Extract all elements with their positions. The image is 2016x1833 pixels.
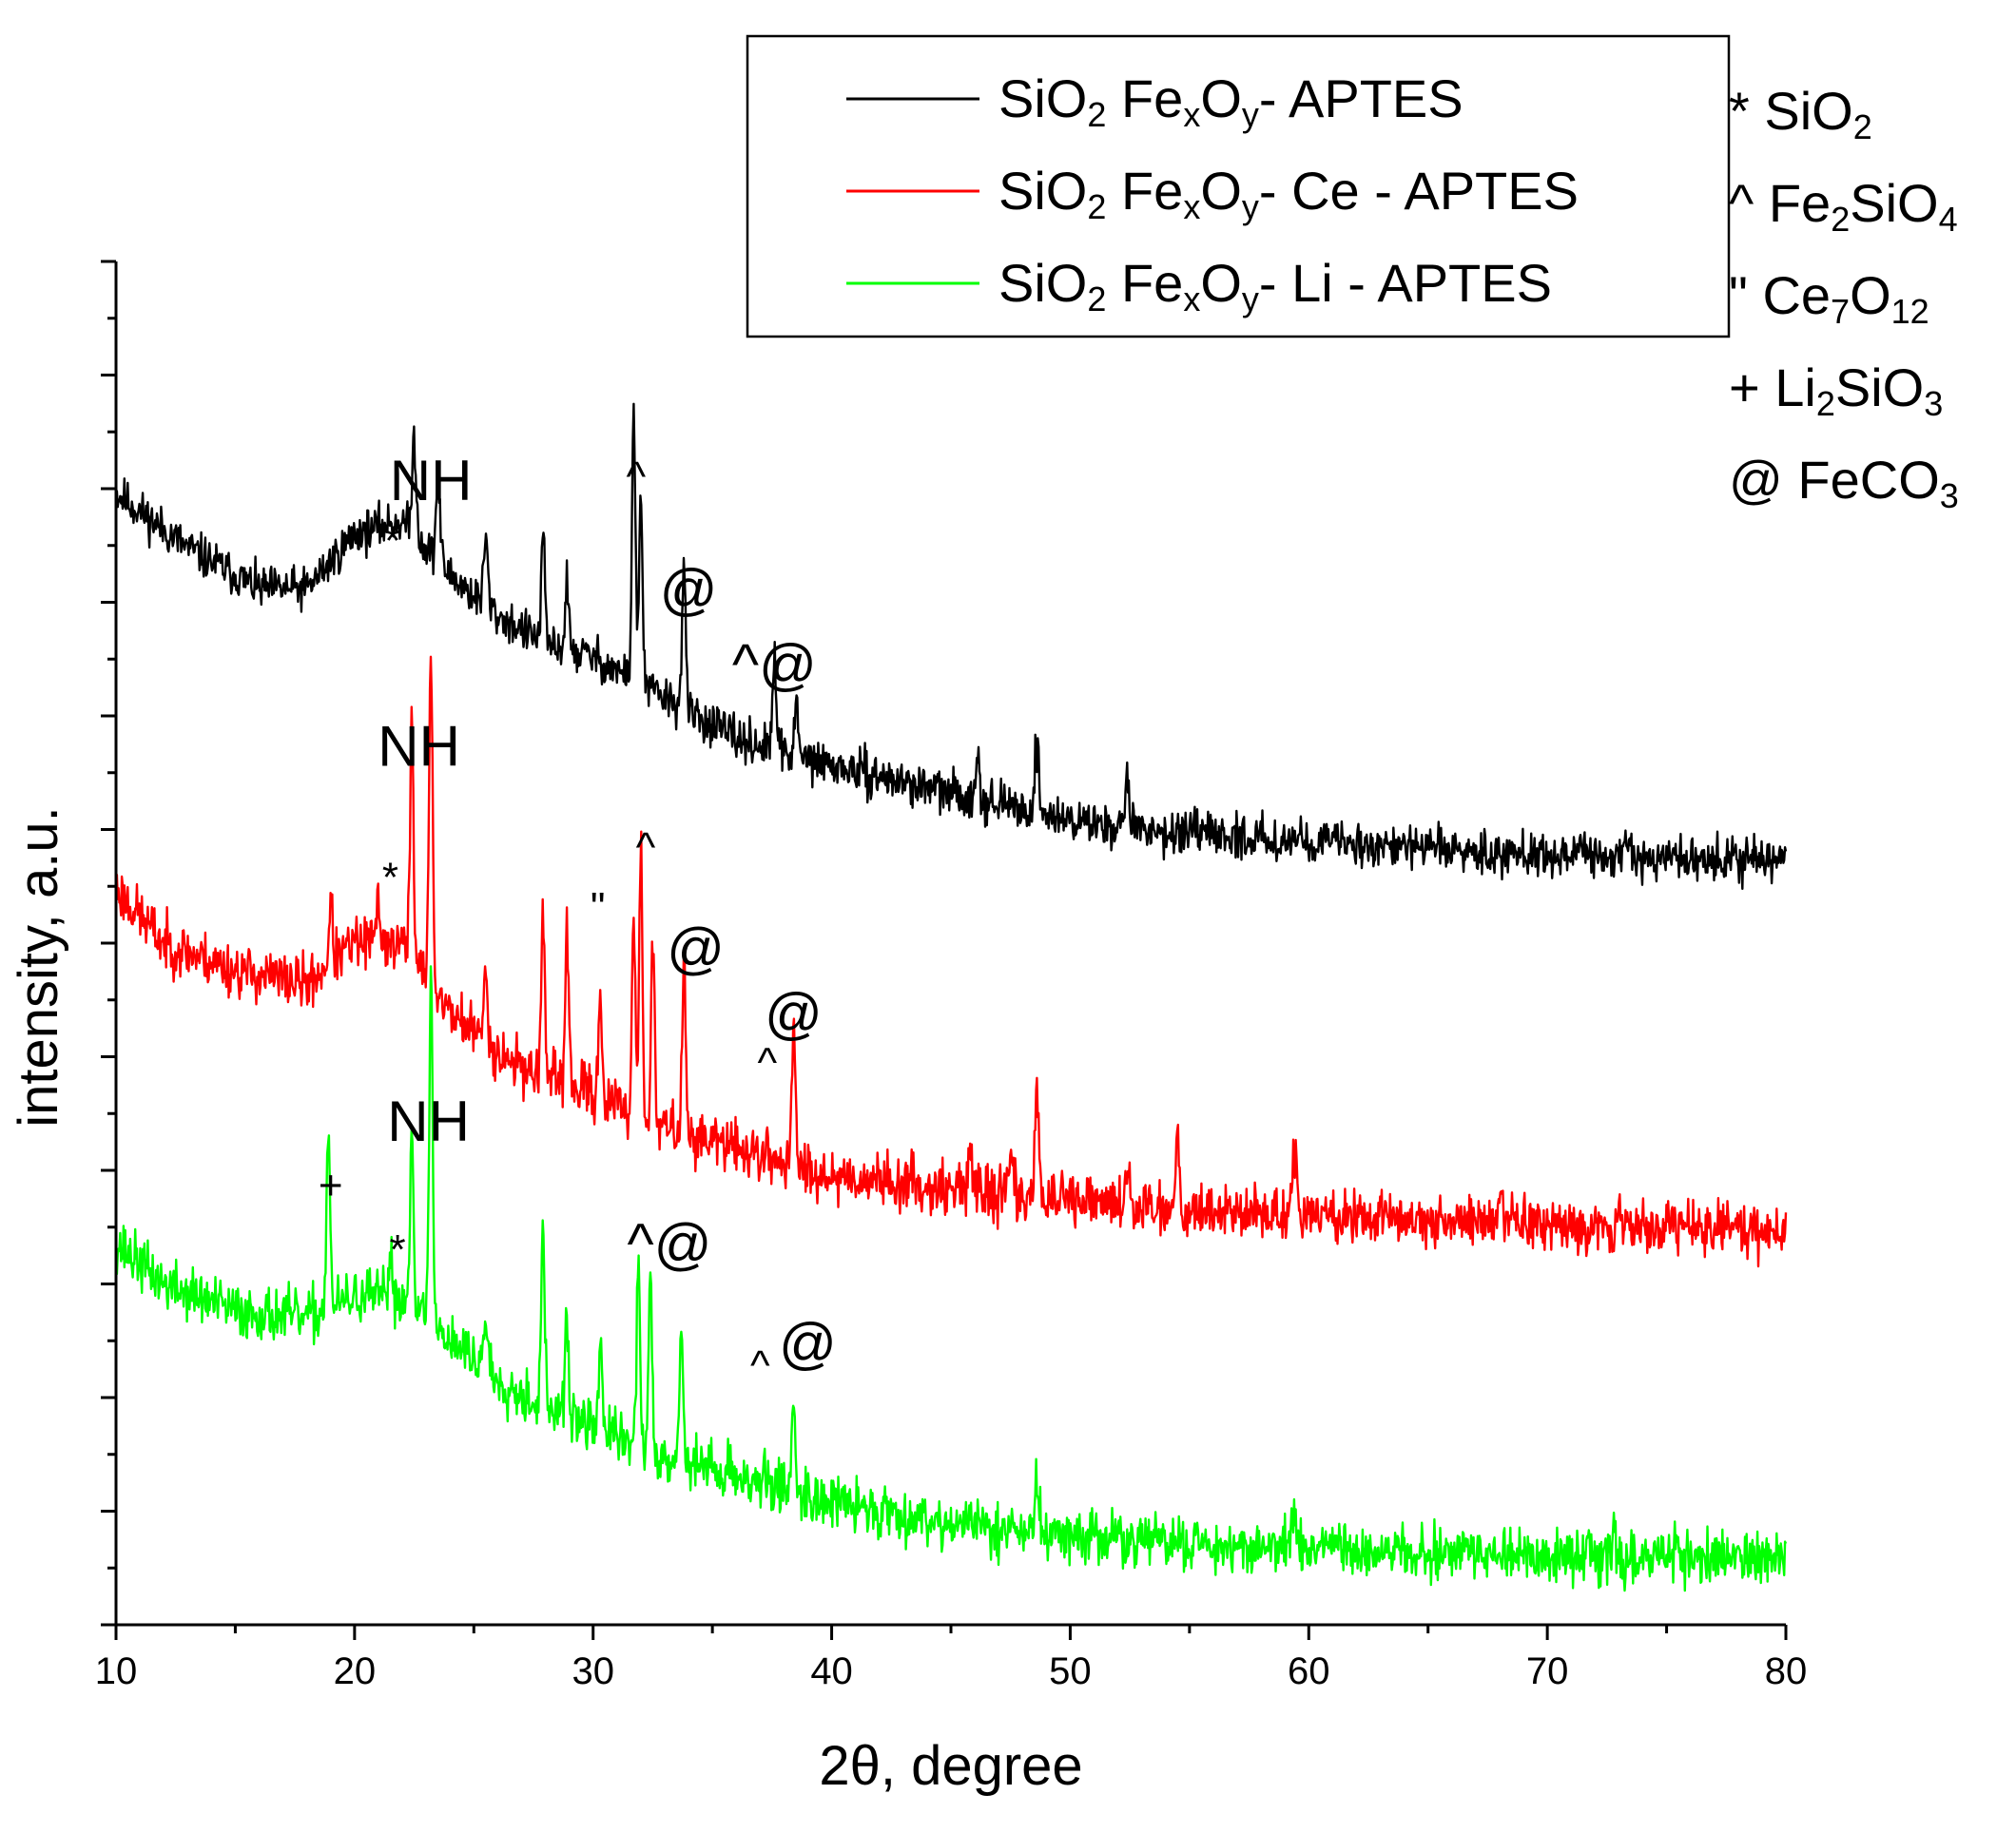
x-tick-label: 40 [810, 1650, 853, 1692]
peak-annotation: NH [390, 449, 473, 512]
legend-label-2-part-3: x [1183, 187, 1200, 226]
phase-key-item-1-part-1: 2 [1853, 107, 1872, 146]
phase-key-item-2: ^ Fe2SiO4 [1729, 173, 1958, 239]
legend-label-3-part-6: - Li - APTES [1259, 253, 1552, 313]
peak-annotation: ^@ [732, 633, 817, 697]
phase-key-item-3-part-0: " Ce [1729, 265, 1831, 325]
x-tick-label: 30 [572, 1650, 614, 1692]
x-axis-title: 2θ, degree [819, 1735, 1082, 1797]
peak-annotation: ^ [627, 453, 647, 500]
legend-label-2-part-0: SiO [998, 161, 1087, 221]
x-tick-label: 10 [95, 1650, 138, 1692]
phase-key-item-2-part-3: 4 [1939, 200, 1958, 239]
legend-label-2-part-1: 2 [1087, 187, 1106, 226]
phase-key-item-5-part-1: 3 [1940, 476, 1959, 515]
legend-label-2: SiO2 FexOy- Ce - APTES [998, 161, 1579, 226]
legend-label-3: SiO2 FexOy- Li - APTES [998, 253, 1552, 318]
peak-annotation: ^ [750, 1342, 770, 1389]
legend-label-1-part-2: Fe [1106, 68, 1183, 128]
legend-label-1-part-4: O [1200, 68, 1242, 128]
legend-label-1-part-5: y [1242, 95, 1259, 134]
phase-key-item-4-part-2: SiO [1835, 357, 1924, 417]
series-line-3 [114, 965, 1788, 1592]
peak-annotation: NH [378, 715, 460, 779]
phase-key-item-2-part-2: SiO [1850, 173, 1938, 233]
phase-key-item-4-part-1: 2 [1816, 384, 1835, 423]
phase-key-item-4: + Li2SiO3 [1729, 357, 1943, 423]
phase-key-item-5: @ FeCO3 [1729, 450, 1959, 515]
legend-label-2-part-6: - Ce - APTES [1259, 161, 1579, 221]
phase-key: * SiO2^ Fe2SiO4" Ce7O12+ Li2SiO3@ FeCO3 [1729, 81, 1959, 515]
legend-label-3-part-0: SiO [998, 253, 1087, 313]
legend-box [746, 34, 1731, 338]
x-tick-label: 60 [1288, 1650, 1330, 1692]
legend-label-3-part-1: 2 [1087, 280, 1106, 318]
peak-annotation: ^ [758, 1040, 778, 1087]
peak-annotation: * [384, 517, 400, 564]
legend-label-3-part-2: Fe [1106, 253, 1183, 313]
peak-annotation: @ [667, 916, 725, 980]
legend-label-1: SiO2 FexOy- APTES [998, 68, 1464, 134]
peak-annotation: ^@ [627, 1212, 711, 1276]
phase-key-item-3-part-1: 7 [1831, 292, 1850, 331]
peak-annotation: ^ [636, 824, 656, 871]
series-group [114, 402, 1788, 1592]
phase-key-item-4-part-0: + Li [1729, 357, 1816, 417]
legend-label-3-part-3: x [1183, 280, 1200, 318]
series-line-1 [114, 402, 1788, 890]
axes-group: 10 20 30 40 50 60 70 80 [95, 260, 1808, 1692]
phase-key-item-3-part-3: 12 [1891, 292, 1929, 331]
legend-label-1-part-6: - APTES [1259, 68, 1464, 128]
phase-key-item-3-part-2: O [1850, 265, 1891, 325]
phase-key-item-1: * SiO2 [1729, 81, 1872, 146]
phase-key-item-2-part-1: 2 [1831, 200, 1850, 239]
phase-key-item-5-part-0: @ FeCO [1729, 450, 1940, 510]
legend-label-3-part-5: y [1242, 280, 1259, 318]
x-tick-label: 80 [1765, 1650, 1808, 1692]
series-line-2 [114, 655, 1788, 1268]
legend-label-3-part-4: O [1200, 253, 1242, 313]
x-tick-label: 20 [334, 1650, 377, 1692]
phase-key-item-2-part-0: ^ Fe [1729, 173, 1831, 233]
legend-label-1-part-0: SiO [998, 68, 1087, 128]
legend-label-2-part-4: O [1200, 161, 1242, 221]
phase-key-item-4-part-3: 3 [1924, 384, 1943, 423]
x-tick-label: 50 [1049, 1650, 1092, 1692]
peak-annotation: NH [387, 1090, 470, 1153]
peak-annotation: @ [765, 982, 823, 1046]
phase-key-item-3: " Ce7O12 [1729, 265, 1929, 331]
legend-label-2-part-5: y [1242, 187, 1259, 226]
y-axis-title: intensity, a.u. [8, 806, 69, 1127]
phase-key-item-1-part-0: * SiO [1729, 81, 1853, 141]
legend-label-1-part-1: 2 [1087, 95, 1106, 134]
peak-annotation: + [319, 1163, 343, 1209]
peak-annotation: * [389, 1226, 405, 1273]
peak-annotation: @ [660, 558, 718, 622]
legend-label-1-part-3: x [1183, 95, 1200, 134]
peak-annotation: * [382, 855, 398, 901]
peak-annotation: " [591, 884, 606, 931]
legend-label-2-part-2: Fe [1106, 161, 1183, 221]
peak-annotation: @ [779, 1312, 837, 1376]
x-tick-label: 70 [1526, 1650, 1569, 1692]
annotations-group: NH*^@^@NH*"^@@^NH+* ^@^ @ [319, 449, 837, 1389]
